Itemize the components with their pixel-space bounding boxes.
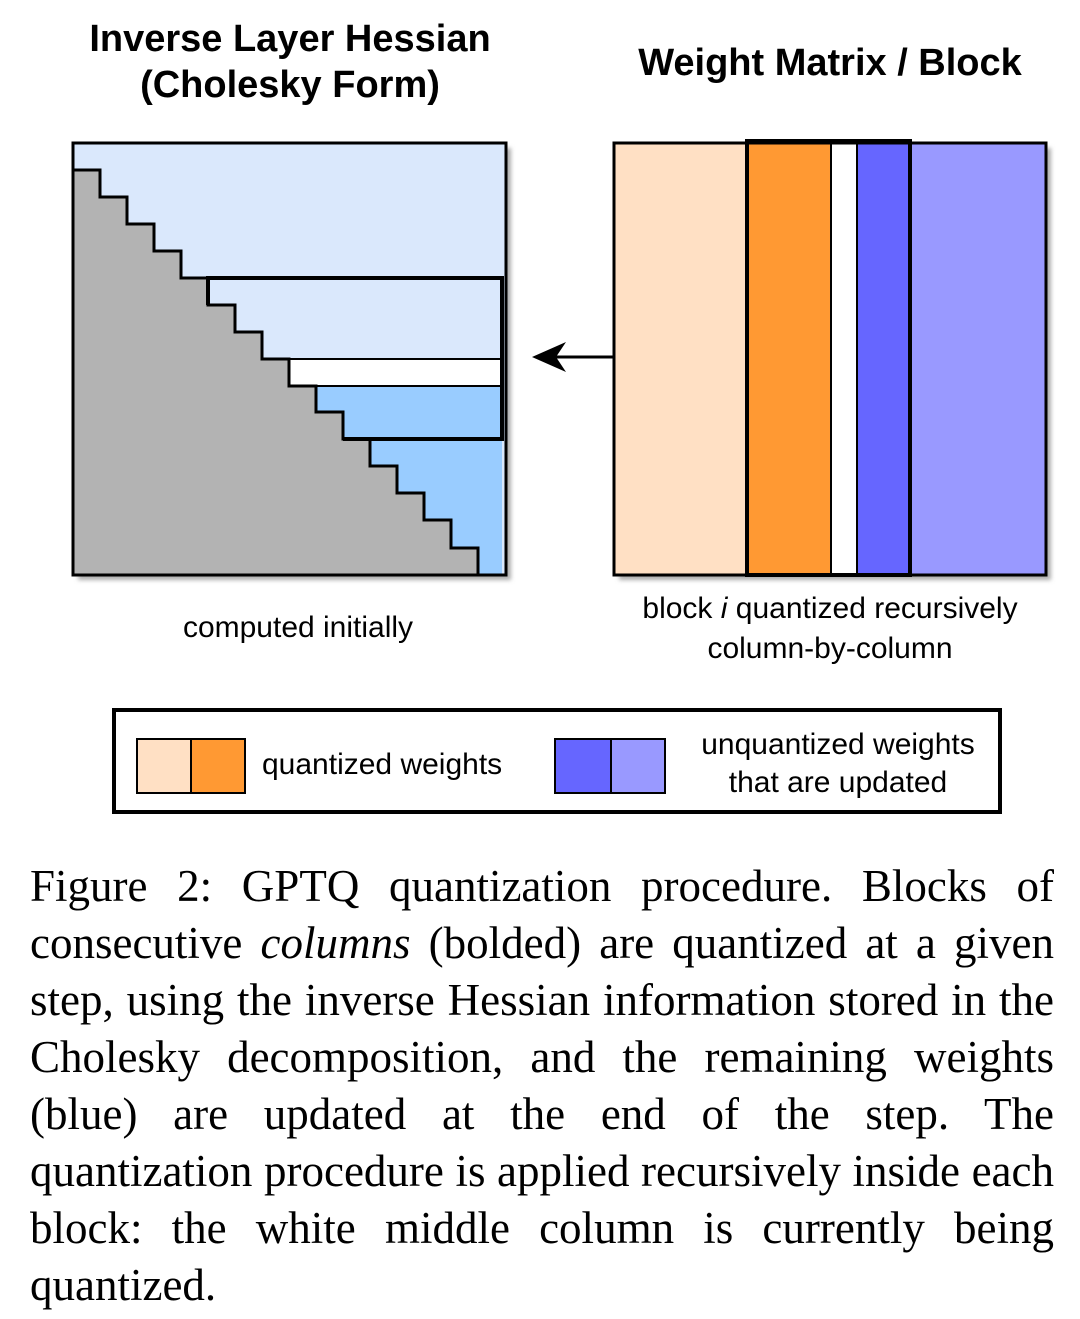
block-label-part1: block (642, 592, 721, 625)
active-block-outline (745, 139, 912, 577)
caption-italic-columns: columns (260, 918, 411, 968)
legend: quantized weights unquantized weights th… (112, 708, 1002, 814)
block-label-part2: quantized recursively (727, 592, 1018, 625)
diagram-svg (71, 139, 1048, 577)
remaining-rows-blue (316, 386, 502, 575)
diagram-stage: Inverse Layer Hessian (Cholesky Form) We… (40, 16, 1048, 665)
legend-unquantized-line1: unquantized weights (701, 728, 975, 761)
legend-unquantized-line2: that are updated (728, 766, 948, 799)
caption-part1: Figure 2: GPTQ quantization procedure. B… (30, 861, 1054, 968)
quantized-columns-light (614, 143, 747, 575)
hessian-border (71, 141, 508, 577)
updated-columns-blue (857, 143, 910, 575)
weight-matrix-title: Weight Matrix / Block (638, 42, 1022, 84)
legend-swatch-unquantized (610, 738, 666, 794)
computed-initially-label: computed initially (182, 611, 414, 644)
caption-part2: (bolded) are quantized at a given step, … (30, 918, 1054, 1310)
current-column-white (831, 143, 857, 575)
quantized-columns-orange (747, 143, 831, 575)
legend-swatch-updated-blue (554, 738, 612, 794)
active-block-outline (206, 276, 504, 441)
legend-swatch-quantized-orange (190, 738, 246, 794)
weight-matrix (612, 139, 1048, 577)
block-label-line2: column-by-column (707, 632, 953, 665)
legend-unquantized-label: unquantized weights that are updated (688, 726, 988, 802)
hessian-title-line2: (Cholesky Form) (140, 64, 440, 106)
figure-caption: Figure 2: GPTQ quantization procedure. B… (30, 858, 1054, 1314)
block-index-i: i (720, 592, 728, 625)
block-label-line1: block i quantized recursively (600, 589, 1060, 629)
hessian-title: Inverse Layer Hessian (Cholesky Form) (40, 16, 540, 108)
legend-quantized-label: quantized weights (262, 748, 503, 781)
hessian-title-line1: Inverse Layer Hessian (89, 18, 491, 60)
block-quantized-label: block i quantized recursively column-by-… (600, 589, 1060, 669)
lower-triangle-gray (71, 168, 480, 577)
legend-swatch-quantized-light (136, 738, 192, 794)
current-row-white (289, 359, 502, 386)
unquantized-columns (910, 143, 1046, 575)
hessian-matrix (71, 141, 508, 577)
